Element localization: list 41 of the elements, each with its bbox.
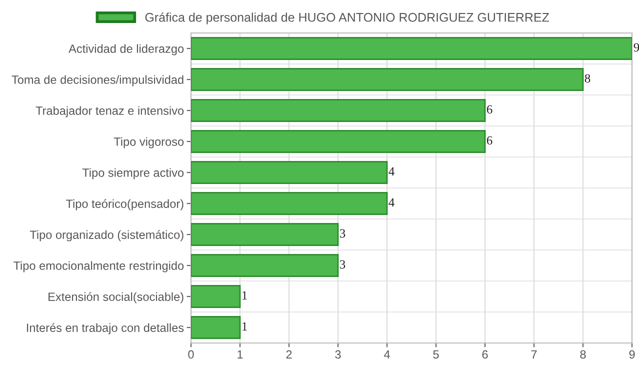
data-label: 1	[242, 322, 247, 331]
y-tick-label: Extensión social(sociable)	[48, 292, 184, 304]
y-tick-label: Tipo teórico(pensador)	[66, 199, 184, 210]
legend-label: Gráfica de personalidad de HUGO ANTONIO RODRIGUEZ GUTIERREZ	[145, 12, 550, 24]
data-label: 6	[486, 136, 492, 145]
data-label: 3	[340, 260, 346, 269]
x-tick-label: 8	[580, 350, 586, 359]
x-tick-label: 5	[433, 350, 439, 359]
bar	[191, 36, 632, 60]
bar	[191, 68, 584, 92]
data-label: 6	[486, 105, 492, 114]
data-label: 3	[340, 229, 346, 238]
x-tick-label: 6	[482, 350, 488, 359]
x-tick-label: 2	[286, 350, 292, 358]
bar	[191, 222, 339, 246]
data-label: 9	[634, 43, 639, 52]
y-tick-label: Tipo siempre activo	[82, 168, 184, 180]
y-tick-label: Tipo organizado (sistemático)	[30, 230, 184, 242]
data-label: 4	[388, 198, 394, 207]
bar	[191, 98, 486, 122]
x-tick-label: 1	[238, 350, 243, 358]
x-tick-label: 4	[384, 350, 390, 358]
y-tick-label: Trabajador tenaz e intensivo	[36, 106, 184, 118]
data-label: 8	[584, 74, 590, 83]
x-tick-label: 0	[188, 350, 194, 359]
y-tick-label: Tipo emocionalmente restringido	[14, 261, 184, 272]
bar	[191, 160, 388, 184]
y-tick-label: Interés en trabajo con detalles	[26, 323, 184, 334]
bar	[191, 284, 241, 308]
data-label: 4	[388, 167, 394, 176]
x-tick-label: 9	[629, 350, 635, 359]
x-tick-label: 7	[531, 350, 537, 358]
bar	[191, 254, 339, 278]
bar	[191, 192, 388, 216]
y-tick-label: Actividad de liderazgo	[68, 44, 184, 56]
y-tick-label: Tipo vigoroso	[114, 137, 184, 148]
y-tick-label: Toma de decisiones/impulsividad	[12, 75, 184, 86]
bar	[191, 316, 241, 340]
bar	[191, 130, 486, 154]
x-tick-label: 3	[335, 350, 341, 359]
data-label: 1	[242, 291, 247, 300]
